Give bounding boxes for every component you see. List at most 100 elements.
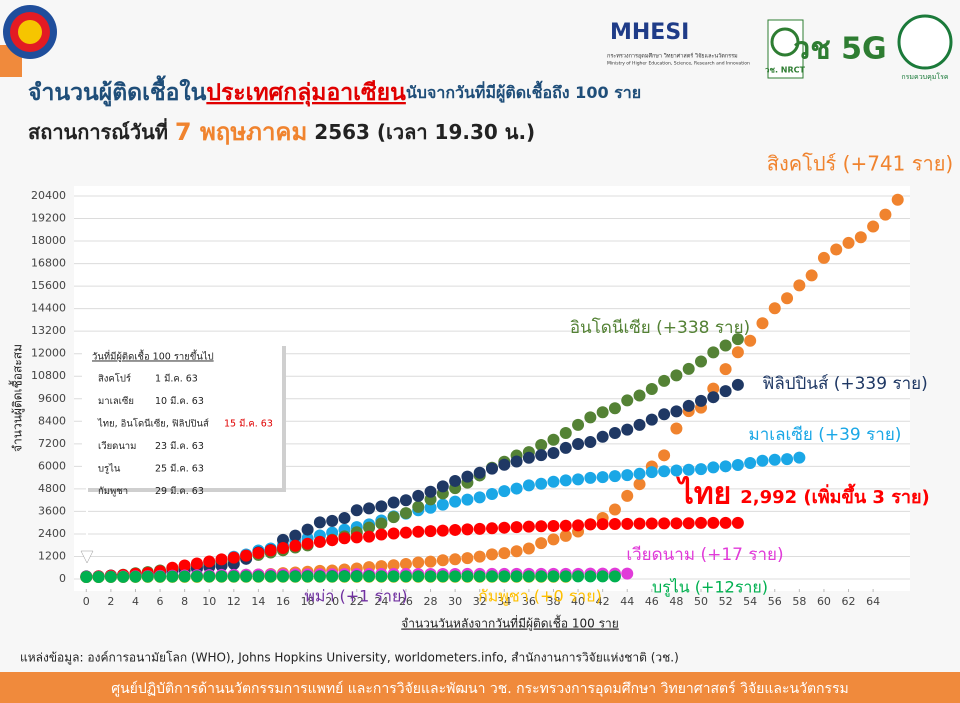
data-point <box>633 517 646 530</box>
data-point <box>695 394 707 407</box>
data-point <box>510 521 523 534</box>
data-point <box>338 512 351 525</box>
data-point <box>141 570 154 583</box>
title-part: นับจากวันที่มีผู้ติดเชื้อถึง 100 ราย <box>406 80 641 104</box>
x-tick-label: 14 <box>251 595 265 608</box>
data-point <box>190 570 203 583</box>
inset: วันที่มีผู้ติดเชื้อ 100 รายขึ้นไปสิงคโปร… <box>80 342 286 564</box>
data-point <box>436 554 449 567</box>
data-point <box>289 570 302 583</box>
mhesi-logo: MHESI <box>610 20 689 45</box>
y-tick-label: 19200 <box>31 212 66 225</box>
data-point <box>658 465 671 478</box>
data-point <box>719 363 732 376</box>
data-point <box>719 339 732 352</box>
data-point <box>436 498 449 511</box>
inset-arrowhead <box>80 550 94 564</box>
y-tick-label: 4800 <box>38 482 66 495</box>
data-point <box>387 559 400 572</box>
data-point <box>559 441 572 454</box>
y-axis-label: จำนวนผู้ติดเชื้อสะสม <box>9 344 26 452</box>
data-point <box>277 570 289 583</box>
data-point <box>326 534 339 547</box>
data-point <box>387 570 400 583</box>
x-tick-label: 12 <box>227 595 241 608</box>
data-point <box>473 550 486 563</box>
data-point <box>731 378 744 391</box>
x-tick-label: 0 <box>83 595 90 608</box>
data-point <box>608 426 621 439</box>
asean-logo-core <box>18 20 42 44</box>
data-point <box>473 570 486 583</box>
data-point <box>522 479 535 492</box>
data-point <box>486 462 498 475</box>
data-point <box>277 542 289 555</box>
source: แหล่งข้อมูล: องค์การอนามัยโลก (WHO), Joh… <box>20 651 679 666</box>
y-tick-label: 15600 <box>31 279 66 292</box>
data-point <box>412 556 425 569</box>
inset-date: 25 มี.ค. 63 <box>155 463 204 475</box>
data-point <box>535 537 548 550</box>
data-point <box>695 355 707 368</box>
data-point <box>338 570 351 583</box>
data-point <box>289 539 302 552</box>
data-point <box>719 516 732 529</box>
data-point <box>633 418 646 431</box>
inset-country: มาเลเซีย <box>98 395 134 407</box>
inset-box <box>82 342 282 488</box>
data-point <box>154 570 167 583</box>
data-point <box>498 458 511 471</box>
data-point <box>621 517 634 530</box>
data-point <box>240 570 253 583</box>
data-point <box>572 418 585 431</box>
data-point <box>817 251 830 264</box>
x-tick-label: 36 <box>522 595 536 608</box>
data-point <box>412 500 425 513</box>
data-point <box>781 292 794 305</box>
data-point <box>658 517 671 530</box>
data-point <box>572 473 585 486</box>
data-point <box>781 453 794 466</box>
data-point <box>891 193 904 206</box>
x-tick-label: 58 <box>792 595 806 608</box>
x-tick-label: 28 <box>424 595 438 608</box>
data-point <box>461 470 474 483</box>
data-point <box>350 531 363 544</box>
series-label: พม่า (+1 ราย) <box>304 587 407 606</box>
inset-country: สิงคโปร์ <box>98 373 131 385</box>
data-point <box>682 362 695 375</box>
data-point <box>436 480 449 493</box>
x-tick-label: 20 <box>325 595 339 608</box>
x-tick-label: 64 <box>866 595 880 608</box>
data-point <box>449 570 462 583</box>
x-tick-label: 50 <box>694 595 708 608</box>
data-point <box>240 549 253 562</box>
data-point <box>350 504 363 517</box>
x-tick-label: 56 <box>768 595 782 608</box>
data-point <box>547 447 560 460</box>
x-tick-label: 8 <box>181 595 188 608</box>
logos: MHESI กระทรวงการอุดมศึกษา วิทยาศาสตร์ วิ… <box>607 14 953 81</box>
data-point <box>461 523 474 536</box>
series-label: ฟิลิปปินส์ (+339 ราย) <box>762 374 927 394</box>
mhesi-english: Ministry of Higher Education, Science, R… <box>607 61 750 67</box>
data-point <box>596 406 609 419</box>
data-point <box>744 457 757 470</box>
data-point <box>596 570 609 583</box>
data-point <box>375 517 388 530</box>
data-point <box>547 433 560 446</box>
x-tick-label: 18 <box>301 595 315 608</box>
data-point <box>178 570 191 583</box>
data-point <box>80 571 93 584</box>
data-point <box>867 220 880 233</box>
data-point <box>559 570 572 583</box>
data-point <box>510 455 523 468</box>
x-tick-label: 32 <box>473 595 487 608</box>
data-point <box>399 526 412 539</box>
data-point <box>535 439 548 452</box>
data-point <box>584 570 597 583</box>
data-point <box>682 399 695 412</box>
x-tick-label: 60 <box>817 595 831 608</box>
x-tick-label: 48 <box>669 595 683 608</box>
data-point <box>399 570 412 583</box>
